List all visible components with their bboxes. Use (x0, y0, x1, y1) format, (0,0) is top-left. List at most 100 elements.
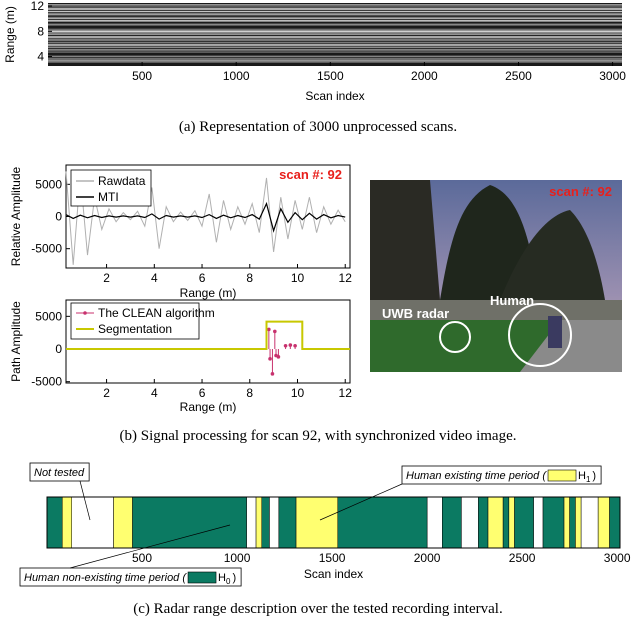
x-axis-label: Range (m) (180, 286, 237, 300)
interval (269, 496, 280, 549)
interval (597, 496, 610, 549)
photo-street (370, 300, 622, 320)
x-tick-label: 4 (151, 386, 158, 400)
x-tick-label: 2 (103, 386, 110, 400)
legend-label: Segmentation (98, 322, 172, 336)
stem-marker (276, 355, 281, 359)
y-tick-label: 0 (55, 210, 62, 224)
interval (246, 496, 257, 549)
x-tick-label: 12 (339, 386, 353, 400)
legend-box (29, 462, 90, 482)
stem-marker (293, 343, 297, 348)
photo-label: UWB radar (382, 306, 449, 321)
x-axis-label: Scan index (304, 567, 363, 581)
x-tick-label: 12 (339, 271, 353, 285)
y-tick-label: 0 (55, 342, 62, 356)
legend-label: Rawdata (98, 174, 146, 188)
x-tick-label: 1500 (317, 69, 344, 83)
interval (478, 496, 489, 549)
stem-marker (270, 372, 275, 376)
legend-label: Human non-existing time period ( (24, 572, 187, 584)
y-tick-label: 5000 (35, 309, 62, 323)
x-tick-label: 6 (199, 271, 206, 285)
annotation: scan #: 92 (279, 167, 342, 182)
legend-label: Human existing time period ( (406, 470, 547, 482)
interval (569, 496, 576, 549)
x-tick-label: 2500 (505, 69, 532, 83)
photo-tree (370, 180, 440, 320)
y-tick-label: 12 (31, 0, 45, 13)
interval (261, 496, 270, 549)
legend-label: The CLEAN algorithm (98, 306, 215, 320)
caption: (b) Signal processing for scan 92, with … (120, 428, 517, 444)
interval (295, 496, 339, 549)
interval (508, 496, 515, 549)
interval (61, 496, 72, 549)
segmentation-line (66, 320, 350, 350)
x-tick-label: 2000 (414, 551, 441, 565)
legend-close: ) (592, 470, 596, 482)
interval (113, 496, 133, 549)
interval (575, 496, 582, 549)
interval (502, 496, 510, 549)
legend-pointer (69, 524, 231, 569)
legend-swatch (547, 469, 577, 482)
x-tick-label: 1500 (319, 551, 346, 565)
legend-box (70, 169, 152, 207)
photo-tree (500, 210, 605, 300)
caption: (a) Representation of 3000 unprocessed s… (179, 119, 457, 135)
x-tick-label: 6 (199, 386, 206, 400)
interval (278, 496, 297, 549)
photo-label: scan #: 92 (549, 184, 612, 199)
caption: (c) Radar range description over the tes… (133, 601, 502, 617)
interval (255, 496, 263, 549)
legend-swatch (187, 571, 217, 584)
interval (461, 496, 479, 549)
y-tick-label: 4 (37, 50, 44, 64)
legend-label: MTI (98, 190, 119, 204)
legend-pointer (319, 483, 403, 521)
photo-circle (508, 303, 572, 367)
interval (514, 496, 534, 549)
x-tick-label: 1000 (223, 69, 250, 83)
x-tick-label: 3000 (599, 69, 626, 83)
line-series (65, 201, 346, 233)
legend-label: Not tested (34, 467, 85, 479)
x-tick-label: 1000 (224, 551, 251, 565)
x-tick-label: 8 (246, 271, 253, 285)
interval (132, 496, 247, 549)
legend-pointer (79, 480, 91, 521)
y-tick-label: 8 (37, 24, 44, 38)
x-tick-label: 500 (132, 69, 152, 83)
stem-marker (268, 357, 272, 361)
timeline-frame (46, 496, 621, 549)
x-axis-label: Scan index (305, 89, 364, 103)
photo-person (548, 316, 562, 348)
legend-marker (83, 311, 87, 315)
y-axis-label: Range (m) (3, 6, 17, 63)
x-tick-label: 2 (103, 271, 110, 285)
photo-circle (439, 321, 471, 353)
interval (337, 496, 428, 549)
legend-symbol: H (578, 470, 586, 482)
interval (563, 496, 570, 549)
y-tick-label: -5000 (31, 242, 62, 256)
photo-label: Human (490, 293, 534, 308)
interval (533, 496, 544, 549)
legend-subscript: 1 (586, 475, 591, 484)
interval (542, 496, 565, 549)
x-tick-label: 10 (291, 271, 305, 285)
x-axis-label: Range (m) (180, 400, 237, 414)
x-tick-label: 4 (151, 271, 158, 285)
y-axis-label: Path Amplitude (9, 301, 23, 382)
x-tick-label: 3000 (604, 551, 631, 565)
y-tick-label: -5000 (31, 375, 62, 389)
interval (609, 496, 621, 549)
y-tick-label: 5000 (35, 177, 62, 191)
x-tick-label: 2500 (509, 551, 536, 565)
legend-box (19, 567, 242, 587)
video-image: UWB radar Human scan #: 92 (370, 180, 622, 372)
x-tick-label: 8 (246, 386, 253, 400)
interval (442, 496, 462, 549)
